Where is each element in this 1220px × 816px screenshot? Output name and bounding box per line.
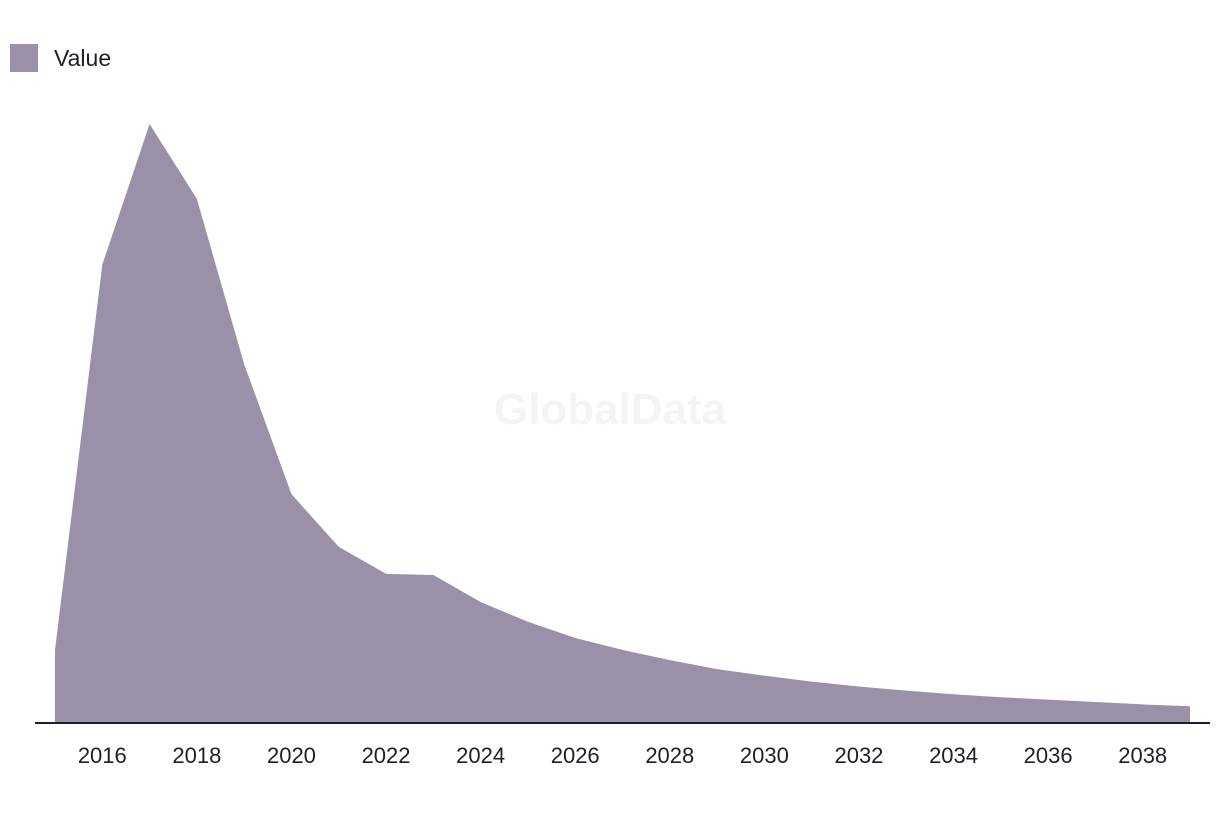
- x-tick-label: 2030: [740, 743, 789, 768]
- legend-swatch: [10, 44, 38, 72]
- x-tick-label: 2032: [834, 743, 883, 768]
- x-tick-label: 2026: [551, 743, 600, 768]
- x-tick-label: 2022: [362, 743, 411, 768]
- x-tick-label: 2034: [929, 743, 978, 768]
- x-tick-label: 2036: [1024, 743, 1073, 768]
- legend: Value: [10, 44, 111, 72]
- watermark: GlobalData: [494, 385, 727, 434]
- x-tick-label: 2020: [267, 743, 316, 768]
- area-series-value: [55, 124, 1190, 723]
- area-layer: [55, 124, 1190, 723]
- x-axis-ticks: 2016 2018 2020 2022 2024 2026 2028 2030 2032 2034…: [78, 743, 1167, 768]
- x-tick-label: 2028: [645, 743, 694, 768]
- x-tick-label: 2018: [172, 743, 221, 768]
- legend-label: Value: [54, 44, 112, 71]
- x-tick-label: 2016: [78, 743, 127, 768]
- x-tick-label: 2038: [1118, 743, 1167, 768]
- x-tick-label: 2024: [456, 743, 505, 768]
